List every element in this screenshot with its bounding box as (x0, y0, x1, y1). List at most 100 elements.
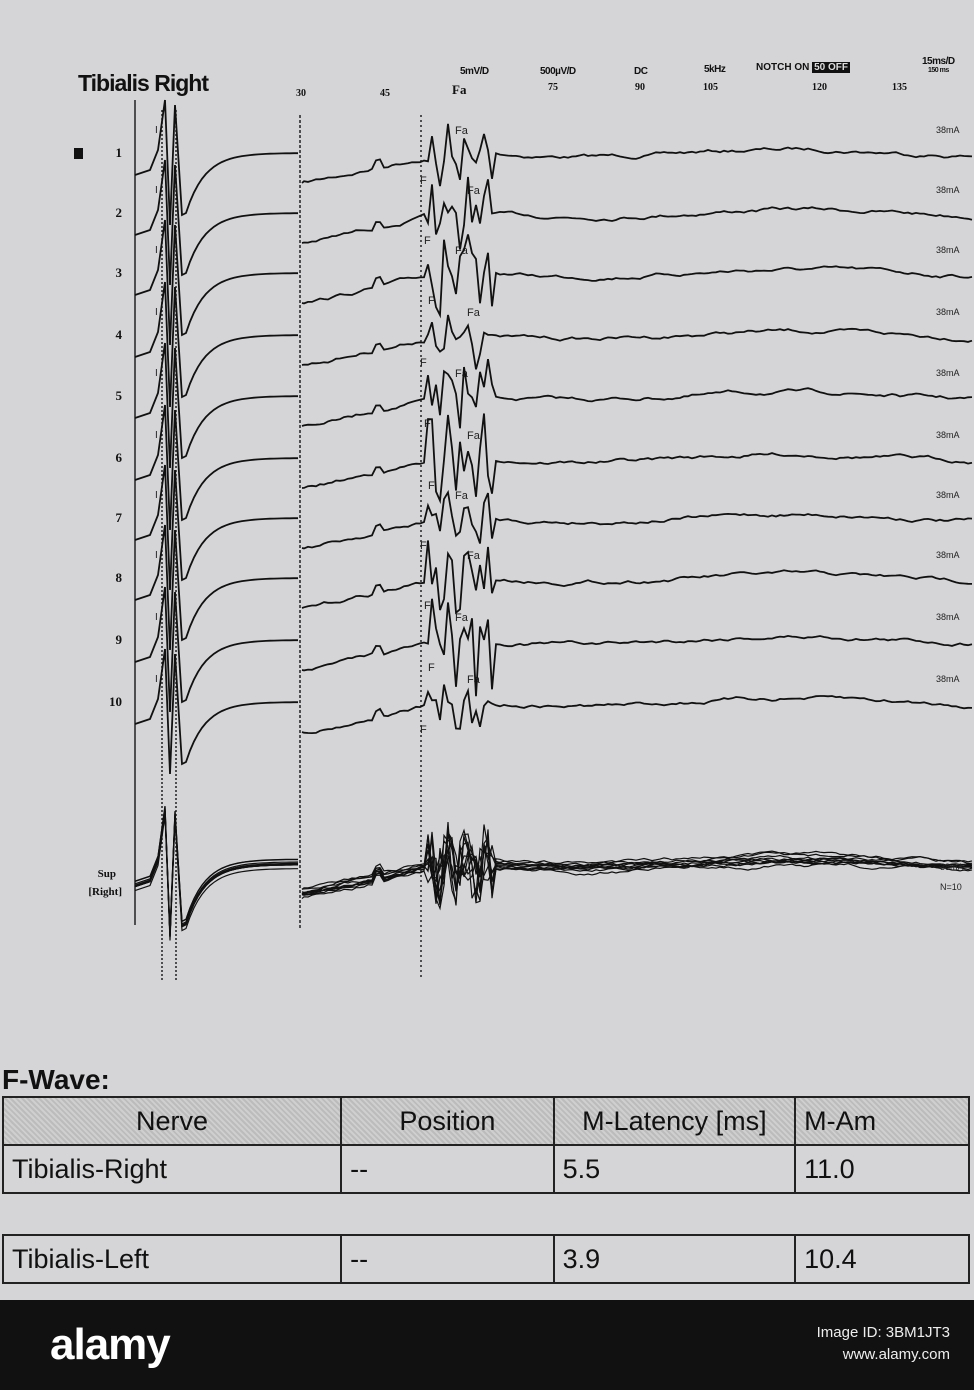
f-marker: F (420, 357, 427, 369)
nerve-cell: Tibialis-Right (1, 1144, 343, 1194)
stim-intensity: 38mA (936, 674, 960, 684)
f-marker: F (428, 662, 435, 674)
sensitivity-setting: 5mV/D (460, 66, 489, 77)
f-marker: F (424, 600, 431, 612)
row-label: 5 (115, 388, 123, 403)
table-spacer (3, 1192, 969, 1236)
row-label: 3 (115, 265, 123, 280)
fa-marker: Fa (467, 307, 480, 319)
time-tick: 45 (380, 88, 390, 99)
nerve-cell: Tibialis-Left (1, 1234, 343, 1284)
time-tick: 135 (892, 82, 907, 93)
superimposed-trace (134, 810, 973, 936)
superimposed-intensity: 38mA (940, 862, 964, 872)
i-marker: I (155, 125, 158, 136)
m-amp-cell: 11.0 (794, 1144, 970, 1194)
i-marker: I (155, 307, 158, 318)
f-marker: F (428, 295, 435, 307)
superimposed-count: N=10 (940, 882, 962, 892)
stim-intensity: 38mA (936, 307, 960, 317)
time-tick: 105 (703, 82, 718, 93)
sensitivity2-setting: 500µV/D (540, 66, 576, 77)
f-marker: F (420, 724, 427, 736)
col-m-latency: M-Latency [ms] (552, 1096, 797, 1146)
stim-intensity: 38mA (936, 550, 960, 560)
trace-row-8 (134, 524, 973, 651)
selected-row-marker (74, 148, 83, 159)
trace-row-6 (134, 404, 973, 531)
table-row: Tibialis-Left -- 3.9 10.4 (1, 1234, 970, 1284)
superimposed-trace (134, 811, 973, 937)
f-marker: F (428, 480, 435, 492)
notch-setting: NOTCH ON 50 OFF (756, 62, 851, 73)
trace-row-10 (134, 648, 973, 775)
trace-row-1 (134, 99, 973, 226)
row-label: 4 (115, 327, 123, 342)
superimposed-trace (134, 811, 973, 937)
spacer-cell (341, 1192, 554, 1236)
fa-marker: Fa (467, 430, 480, 442)
spacer-cell (3, 1192, 342, 1236)
table-header-row: Nerve Position M-Latency [ms] M-Am (1, 1096, 970, 1146)
superimposed-side: [Right] (88, 886, 122, 898)
sweep-setting: 15ms/D (922, 56, 955, 67)
i-marker: I (155, 612, 158, 623)
stim-intensity: 38mA (936, 430, 960, 440)
row-label: 6 (115, 450, 123, 465)
image-id: Image ID: 3BM1JT3 www.alamy.com (700, 1322, 950, 1366)
time-tick: 90 (635, 82, 645, 93)
stim-intensity: 38mA (936, 125, 960, 135)
m-latency-cell: 3.9 (552, 1234, 797, 1284)
image-id-text: Image ID: 3BM1JT3 (816, 1324, 950, 1341)
fa-marker: Fa (455, 612, 468, 624)
row-label: 9 (115, 632, 123, 647)
superimposed-trace (134, 815, 973, 941)
table-row: Tibialis-Right -- 5.5 11.0 (1, 1144, 970, 1194)
high-filter-setting: 5kHz (704, 64, 726, 75)
stim-intensity: 38mA (936, 612, 960, 622)
stim-intensity: 38mA (936, 245, 960, 255)
col-nerve: Nerve (1, 1096, 343, 1146)
muscle-title: Tibialis Right (78, 70, 209, 96)
time-tick: 30 (296, 88, 306, 99)
superimposed-trace (134, 811, 973, 937)
trace-row-9 (134, 586, 973, 713)
fa-marker: Fa (455, 125, 468, 137)
f-marker: F (420, 175, 427, 187)
row-label: 10 (109, 694, 122, 709)
row-label: 2 (115, 205, 123, 220)
i-marker: I (155, 245, 158, 256)
position-cell: -- (340, 1144, 555, 1194)
trace-row-5 (134, 342, 973, 469)
col-position: Position (340, 1096, 555, 1146)
m-latency-cell: 5.5 (552, 1144, 797, 1194)
notch-off: 50 OFF (812, 62, 851, 73)
time-tick: 75 (548, 82, 558, 93)
superimposed-trace (134, 810, 973, 937)
row-label: 8 (115, 570, 123, 585)
f-marker: F (420, 540, 427, 552)
fa-header-marker: Fa (452, 82, 467, 97)
spacer-cell (553, 1192, 796, 1236)
waveform-area (134, 99, 973, 980)
image-url: www.alamy.com (842, 1346, 950, 1363)
trace-row-7 (134, 464, 973, 591)
row-label: 1 (115, 145, 123, 160)
m-amp-cell: 10.4 (794, 1234, 970, 1284)
trace-row-3 (134, 219, 973, 346)
i-marker: I (155, 490, 158, 501)
trace-row-4 (134, 281, 973, 408)
spacer-cell (795, 1192, 969, 1236)
time-tick: 120 (812, 82, 827, 93)
i-marker: I (155, 368, 158, 379)
watermark-bar: alamy Image ID: 3BM1JT3 www.alamy.com (0, 1300, 974, 1390)
fa-marker: Fa (455, 490, 468, 502)
trace-row-2 (134, 159, 973, 286)
superimposed-trace (134, 811, 973, 937)
fwave-table: Nerve Position M-Latency [ms] M-Am Tibia… (1, 1096, 970, 1284)
f-marker: F (424, 235, 431, 247)
notch-on: NOTCH ON (756, 62, 810, 73)
stim-intensity: 38mA (936, 490, 960, 500)
superimposed-trace (134, 808, 973, 934)
i-marker: I (155, 550, 158, 561)
